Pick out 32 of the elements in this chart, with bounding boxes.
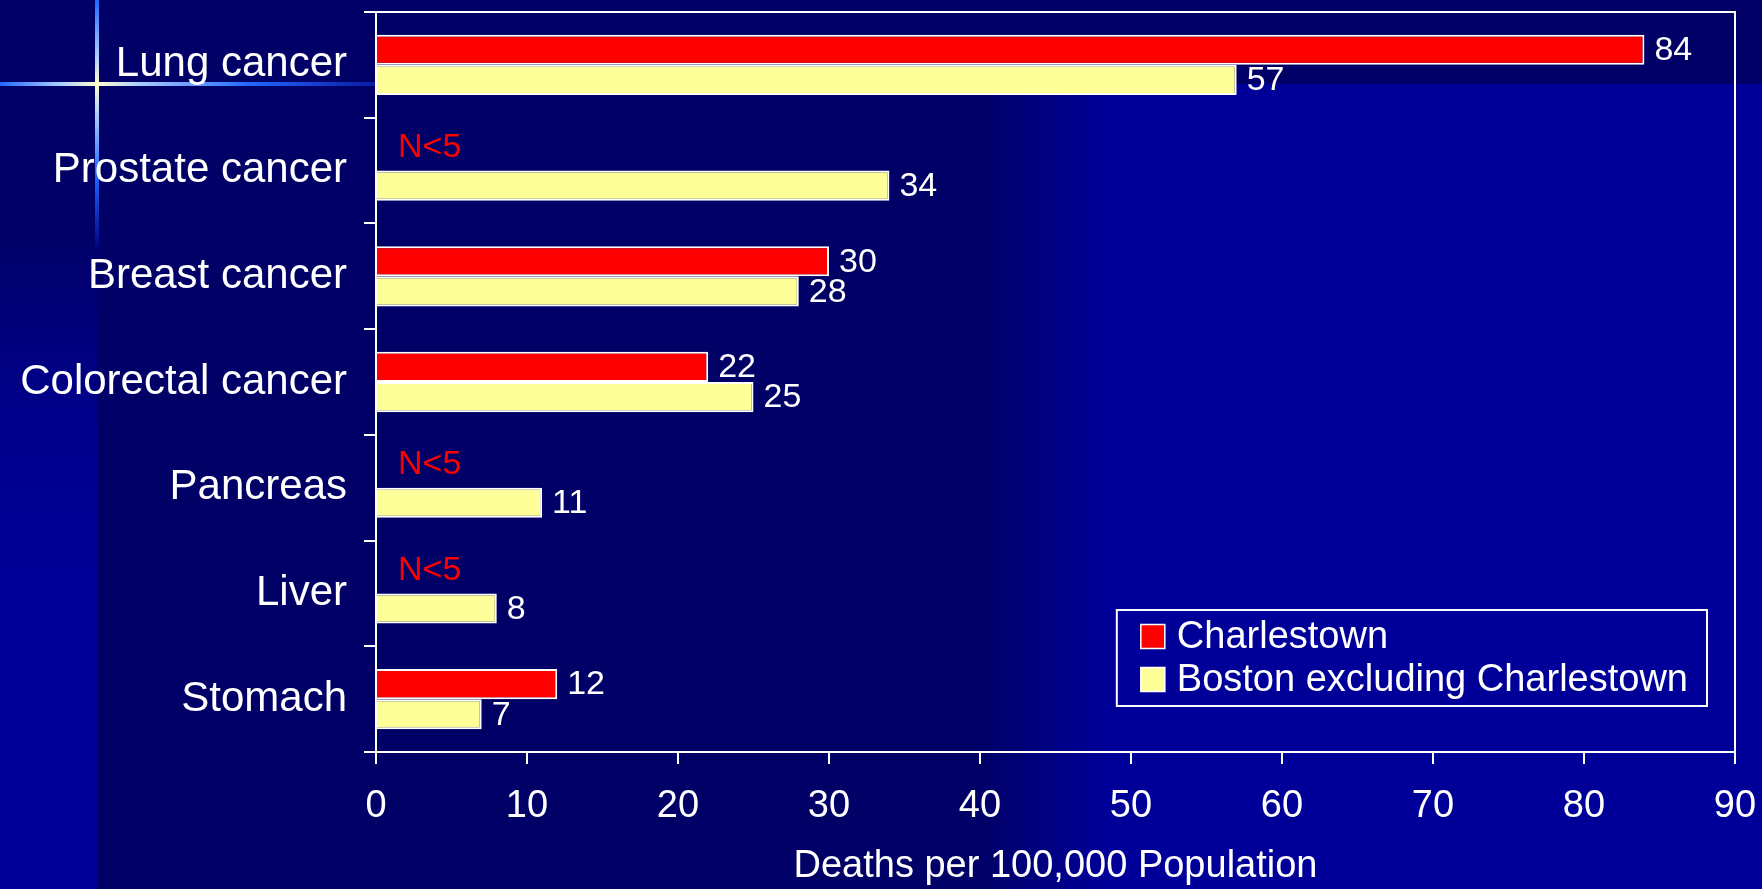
y-tick-label: Colorectal cancer — [20, 355, 348, 403]
text: N<5 — [398, 125, 462, 164]
data-label: 7 — [491, 693, 511, 732]
legend-label: Boston excluding Charlestown — [1176, 656, 1689, 699]
x-axis-title: Deaths per 100,000 Population — [793, 842, 1318, 885]
y-tick-label: Lung cancer — [115, 38, 348, 86]
y-tick-label: Liver — [255, 567, 347, 615]
data-label: 30 — [839, 240, 877, 279]
data-label: 11 — [552, 482, 588, 521]
y-tick-label: Pancreas — [169, 461, 347, 509]
data-label: 12 — [567, 663, 606, 702]
x-tick-label: 90 — [1713, 783, 1757, 826]
data-label: 34 — [899, 165, 938, 204]
x-tick-label: 80 — [1562, 783, 1606, 826]
x-tick-label: 70 — [1411, 783, 1455, 826]
data-label: 25 — [763, 376, 802, 415]
data-label: 84 — [1654, 29, 1693, 68]
x-tick-label: 30 — [807, 783, 851, 826]
x-tick-label: 10 — [505, 783, 549, 826]
y-tick-label: Breast cancer — [87, 249, 347, 297]
data-label: 57 — [1246, 59, 1285, 98]
x-tick-label: 60 — [1260, 783, 1304, 826]
x-tick-label: 40 — [958, 783, 1002, 826]
data-label: 8 — [506, 587, 526, 626]
x-tick-label: 50 — [1109, 783, 1153, 826]
legend-label: Charlestown — [1176, 613, 1389, 656]
text: N<5 — [398, 548, 462, 587]
x-tick-label: 20 — [656, 783, 700, 826]
text: N<5 — [398, 443, 462, 482]
y-tick-label: Stomach — [181, 672, 347, 720]
data-label: 22 — [718, 346, 757, 385]
x-tick-label: 0 — [365, 783, 387, 826]
